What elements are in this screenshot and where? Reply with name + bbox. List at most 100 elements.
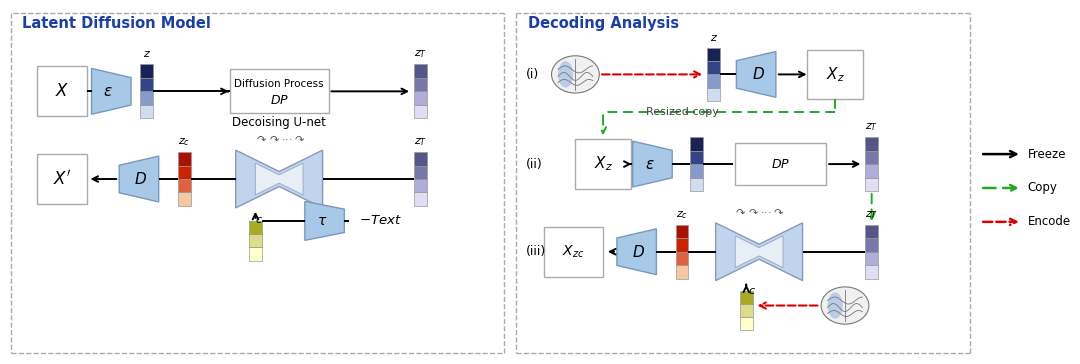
Text: Diffusion Process: Diffusion Process — [234, 79, 324, 90]
Text: $z_c$: $z_c$ — [676, 209, 688, 221]
FancyBboxPatch shape — [249, 248, 261, 261]
FancyBboxPatch shape — [740, 290, 753, 304]
FancyBboxPatch shape — [690, 137, 703, 151]
Text: $z$: $z$ — [710, 32, 718, 43]
Text: $\varepsilon$: $\varepsilon$ — [104, 84, 113, 99]
FancyBboxPatch shape — [414, 166, 427, 179]
FancyBboxPatch shape — [414, 105, 427, 118]
Text: $D$: $D$ — [134, 171, 148, 187]
Text: (iii): (iii) — [526, 245, 546, 258]
FancyBboxPatch shape — [676, 238, 688, 252]
FancyBboxPatch shape — [576, 139, 631, 189]
Text: (ii): (ii) — [526, 158, 543, 171]
FancyBboxPatch shape — [140, 78, 153, 91]
FancyBboxPatch shape — [414, 64, 427, 78]
Text: Encode: Encode — [1028, 215, 1070, 228]
FancyBboxPatch shape — [37, 67, 86, 116]
FancyBboxPatch shape — [707, 61, 720, 74]
Text: Copy: Copy — [1028, 182, 1057, 194]
FancyBboxPatch shape — [690, 178, 703, 191]
Text: $z_T$: $z_T$ — [865, 209, 878, 221]
Polygon shape — [735, 236, 783, 268]
Ellipse shape — [552, 56, 599, 93]
FancyBboxPatch shape — [249, 234, 261, 248]
Polygon shape — [617, 229, 657, 275]
Text: Freeze: Freeze — [1028, 148, 1066, 161]
Ellipse shape — [827, 292, 842, 318]
FancyBboxPatch shape — [865, 265, 878, 278]
FancyBboxPatch shape — [865, 137, 878, 151]
FancyBboxPatch shape — [140, 91, 153, 105]
Polygon shape — [255, 163, 303, 195]
Text: $X_z$: $X_z$ — [594, 155, 612, 173]
Text: $z_T$: $z_T$ — [414, 48, 427, 60]
FancyBboxPatch shape — [414, 152, 427, 166]
FancyBboxPatch shape — [707, 74, 720, 88]
Text: Latent Diffusion Model: Latent Diffusion Model — [23, 16, 212, 31]
FancyBboxPatch shape — [735, 143, 826, 185]
Polygon shape — [92, 68, 131, 114]
FancyBboxPatch shape — [690, 164, 703, 178]
FancyBboxPatch shape — [249, 221, 261, 234]
Text: $z_T$: $z_T$ — [414, 136, 427, 148]
FancyBboxPatch shape — [178, 166, 191, 179]
Text: $-\mathit{Text}$: $-\mathit{Text}$ — [360, 214, 402, 228]
Text: $\curvearrowright\curvearrowright$···$\curvearrowright$: $\curvearrowright\curvearrowright$···$\c… — [254, 134, 305, 144]
FancyBboxPatch shape — [414, 193, 427, 206]
FancyBboxPatch shape — [865, 164, 878, 178]
FancyBboxPatch shape — [37, 154, 86, 204]
FancyBboxPatch shape — [414, 91, 427, 105]
FancyBboxPatch shape — [676, 252, 688, 265]
Text: Decoising U-net: Decoising U-net — [232, 116, 326, 129]
FancyBboxPatch shape — [414, 78, 427, 91]
Ellipse shape — [821, 287, 869, 324]
Text: Resized copy: Resized copy — [646, 107, 718, 117]
FancyBboxPatch shape — [865, 252, 878, 265]
Text: $z_T$: $z_T$ — [865, 121, 878, 133]
Text: $DP$: $DP$ — [771, 158, 791, 171]
FancyBboxPatch shape — [178, 179, 191, 193]
FancyBboxPatch shape — [808, 50, 863, 99]
FancyBboxPatch shape — [707, 88, 720, 101]
Text: $\tau$: $\tau$ — [318, 214, 328, 228]
Text: $\varepsilon$: $\varepsilon$ — [645, 157, 654, 171]
Text: $X_{zc}$: $X_{zc}$ — [563, 244, 584, 260]
Polygon shape — [633, 141, 672, 187]
FancyBboxPatch shape — [740, 304, 753, 317]
FancyBboxPatch shape — [140, 64, 153, 78]
FancyBboxPatch shape — [865, 151, 878, 164]
FancyBboxPatch shape — [178, 193, 191, 206]
FancyBboxPatch shape — [544, 227, 603, 277]
Polygon shape — [737, 51, 775, 97]
Text: $X_z$: $X_z$ — [826, 65, 845, 84]
FancyBboxPatch shape — [676, 265, 688, 278]
FancyBboxPatch shape — [740, 317, 753, 331]
Ellipse shape — [558, 61, 573, 88]
Text: $X'$: $X'$ — [53, 170, 71, 189]
Text: $DP$: $DP$ — [270, 94, 288, 107]
Text: Decoding Analysis: Decoding Analysis — [528, 16, 679, 31]
Text: (i): (i) — [526, 68, 539, 81]
FancyBboxPatch shape — [178, 152, 191, 166]
FancyBboxPatch shape — [690, 151, 703, 164]
FancyBboxPatch shape — [414, 179, 427, 193]
Text: $z$: $z$ — [143, 50, 151, 59]
FancyBboxPatch shape — [865, 225, 878, 238]
Text: $\curvearrowright\curvearrowright$···$\curvearrowright$: $\curvearrowright\curvearrowright$···$\c… — [733, 207, 785, 217]
FancyBboxPatch shape — [140, 105, 153, 118]
Text: $c$: $c$ — [256, 215, 264, 225]
FancyBboxPatch shape — [865, 238, 878, 252]
Polygon shape — [119, 156, 159, 202]
Polygon shape — [305, 201, 345, 240]
Text: $X$: $X$ — [55, 82, 69, 100]
Text: $z_c$: $z_c$ — [178, 136, 190, 148]
FancyBboxPatch shape — [707, 48, 720, 61]
FancyBboxPatch shape — [676, 225, 688, 238]
Text: $c$: $c$ — [748, 286, 756, 296]
FancyBboxPatch shape — [230, 70, 328, 113]
FancyBboxPatch shape — [865, 178, 878, 191]
Text: $D$: $D$ — [632, 244, 645, 260]
Text: $D$: $D$ — [752, 66, 765, 82]
Polygon shape — [716, 223, 802, 281]
Polygon shape — [235, 150, 323, 208]
